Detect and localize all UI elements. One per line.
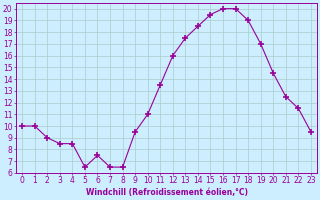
X-axis label: Windchill (Refroidissement éolien,°C): Windchill (Refroidissement éolien,°C) [85,188,248,197]
